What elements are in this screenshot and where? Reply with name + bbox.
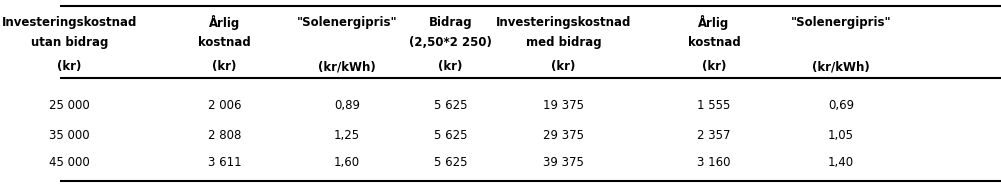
Text: (kr/kWh): (kr/kWh) xyxy=(318,60,375,73)
Text: utan bidrag: utan bidrag xyxy=(31,36,108,49)
Text: "Solenergipris": "Solenergipris" xyxy=(791,16,891,29)
Text: "Solenergipris": "Solenergipris" xyxy=(296,16,397,29)
Text: Årlig: Årlig xyxy=(699,15,730,30)
Text: 25 000: 25 000 xyxy=(49,99,90,112)
Text: 45 000: 45 000 xyxy=(49,156,90,169)
Text: 39 375: 39 375 xyxy=(543,156,584,169)
Text: Investeringskostnad: Investeringskostnad xyxy=(495,16,631,29)
Text: 5 625: 5 625 xyxy=(433,99,467,112)
Text: 2 357: 2 357 xyxy=(698,129,731,142)
Text: 2 006: 2 006 xyxy=(208,99,241,112)
Text: 1,60: 1,60 xyxy=(334,156,360,169)
Text: 1,40: 1,40 xyxy=(828,156,854,169)
Text: 1 555: 1 555 xyxy=(698,99,731,112)
Text: (kr/kWh): (kr/kWh) xyxy=(812,60,870,73)
Text: (kr): (kr) xyxy=(212,60,237,73)
Text: 0,69: 0,69 xyxy=(828,99,854,112)
Text: kostnad: kostnad xyxy=(198,36,251,49)
Text: 1,05: 1,05 xyxy=(828,129,854,142)
Text: (2,50*2 250): (2,50*2 250) xyxy=(409,36,491,49)
Text: 1,25: 1,25 xyxy=(334,129,360,142)
Text: Årlig: Årlig xyxy=(209,15,240,30)
Text: 5 625: 5 625 xyxy=(433,156,467,169)
Text: (kr): (kr) xyxy=(57,60,81,73)
Text: 3 160: 3 160 xyxy=(698,156,731,169)
Text: Bidrag: Bidrag xyxy=(428,16,472,29)
Text: (kr): (kr) xyxy=(702,60,726,73)
Text: 2 808: 2 808 xyxy=(208,129,241,142)
Text: (kr): (kr) xyxy=(552,60,576,73)
Text: 19 375: 19 375 xyxy=(543,99,584,112)
Text: Investeringskostnad: Investeringskostnad xyxy=(2,16,137,29)
Text: (kr): (kr) xyxy=(438,60,462,73)
Text: 35 000: 35 000 xyxy=(49,129,90,142)
Text: 3 611: 3 611 xyxy=(208,156,241,169)
Text: 29 375: 29 375 xyxy=(543,129,584,142)
Text: 5 625: 5 625 xyxy=(433,129,467,142)
Text: kostnad: kostnad xyxy=(688,36,741,49)
Text: 0,89: 0,89 xyxy=(334,99,360,112)
Text: med bidrag: med bidrag xyxy=(526,36,602,49)
